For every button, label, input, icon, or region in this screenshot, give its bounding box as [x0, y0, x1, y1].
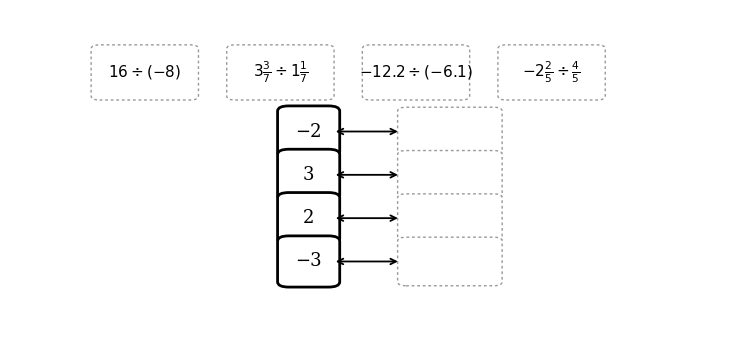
Text: −2: −2 — [295, 122, 322, 140]
Text: 2: 2 — [303, 209, 314, 227]
FancyBboxPatch shape — [278, 106, 340, 157]
Text: 3: 3 — [303, 166, 314, 184]
FancyBboxPatch shape — [397, 194, 502, 242]
Text: $3\frac{3}{7} \div 1\frac{1}{7}$: $3\frac{3}{7} \div 1\frac{1}{7}$ — [252, 60, 308, 85]
FancyBboxPatch shape — [498, 45, 605, 100]
FancyBboxPatch shape — [397, 150, 502, 199]
FancyBboxPatch shape — [91, 45, 198, 100]
FancyBboxPatch shape — [278, 149, 340, 201]
FancyBboxPatch shape — [397, 107, 502, 156]
FancyBboxPatch shape — [227, 45, 334, 100]
FancyBboxPatch shape — [278, 193, 340, 244]
FancyBboxPatch shape — [362, 45, 469, 100]
FancyBboxPatch shape — [397, 237, 502, 286]
Text: −3: −3 — [295, 252, 322, 270]
Text: $-2\frac{2}{5} \div \frac{4}{5}$: $-2\frac{2}{5} \div \frac{4}{5}$ — [522, 60, 581, 85]
FancyBboxPatch shape — [278, 236, 340, 287]
Text: $-12.2 \div (-6.1)$: $-12.2 \div (-6.1)$ — [359, 63, 473, 81]
Text: $16 \div (-8)$: $16 \div (-8)$ — [108, 63, 182, 81]
